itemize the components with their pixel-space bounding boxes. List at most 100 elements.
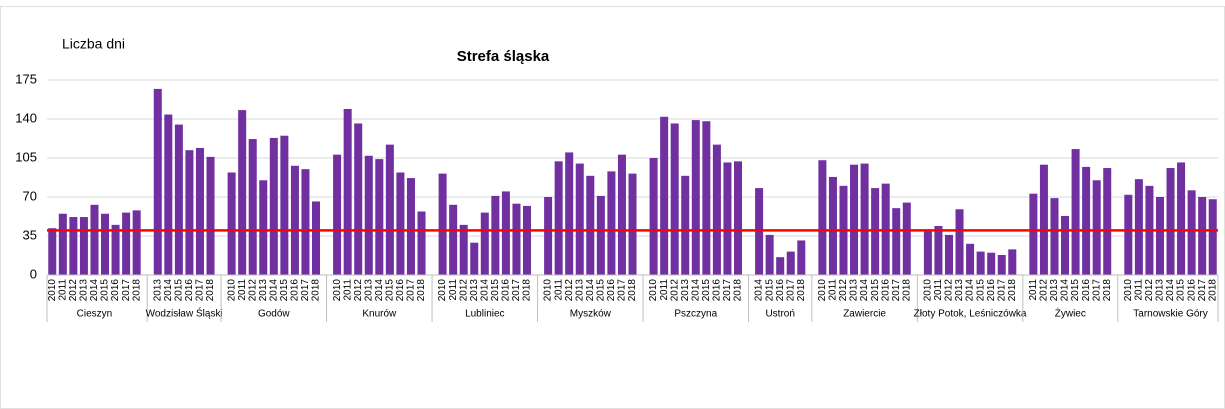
x-tick-label: 2010 xyxy=(437,279,448,302)
bar xyxy=(238,110,247,275)
bar xyxy=(491,195,500,275)
x-tick-label: 2016 xyxy=(501,279,512,302)
x-tick-label: 2010 xyxy=(648,279,659,302)
x-tick-label: 2018 xyxy=(311,279,322,302)
x-tick-label: 2012 xyxy=(1039,279,1050,302)
bar xyxy=(723,162,732,275)
bar xyxy=(406,178,415,275)
y-tick-label: 0 xyxy=(30,266,37,281)
x-tick-label: 2012 xyxy=(458,279,469,302)
x-tick-label: 2015 xyxy=(385,279,396,302)
x-tick-label: 2015 xyxy=(1176,279,1187,302)
bar xyxy=(797,240,806,275)
bar xyxy=(48,228,57,275)
x-tick-label: 2016 xyxy=(1186,279,1197,302)
bar xyxy=(312,201,321,275)
bar xyxy=(459,224,468,275)
bar xyxy=(1103,168,1112,275)
bar xyxy=(69,217,78,275)
x-tick-label: 2018 xyxy=(627,279,638,302)
bar xyxy=(1082,166,1091,275)
bar xyxy=(206,156,215,275)
x-tick-label: 2017 xyxy=(785,279,796,302)
x-tick-label: 2011 xyxy=(1028,279,1039,301)
x-tick-label: 2010 xyxy=(1123,279,1134,302)
x-tick-label: 2010 xyxy=(332,279,343,302)
y-tick-label: 175 xyxy=(15,71,37,86)
x-tick-label: 2014 xyxy=(859,279,870,302)
x-tick-label: 2014 xyxy=(268,279,279,302)
bar xyxy=(333,154,342,275)
bar xyxy=(828,176,837,275)
x-tick-label: 2017 xyxy=(406,279,417,302)
x-tick-label: 2011 xyxy=(828,279,839,301)
x-tick-label: 2014 xyxy=(163,279,174,302)
bar xyxy=(691,120,700,275)
x-tick-label: 2010 xyxy=(923,279,934,302)
bar xyxy=(90,204,99,275)
bar xyxy=(997,254,1006,275)
bar xyxy=(1208,199,1217,275)
y-tick-label: 140 xyxy=(15,110,37,125)
bar xyxy=(934,225,943,275)
bar xyxy=(1071,149,1080,275)
group-label: Złoty Potok, Leśniczówka xyxy=(914,309,1027,320)
x-tick-label: 2015 xyxy=(100,279,111,302)
bar xyxy=(955,209,964,275)
x-tick-label: 2017 xyxy=(300,279,311,302)
x-tick-label: 2012 xyxy=(669,279,680,302)
bar xyxy=(1124,194,1133,275)
bar xyxy=(617,154,626,275)
bar xyxy=(164,114,173,276)
bar xyxy=(1039,164,1048,275)
bar xyxy=(1061,215,1070,275)
bar xyxy=(290,165,299,275)
x-tick-label: 2010 xyxy=(543,279,554,302)
x-tick-label: 2010 xyxy=(47,279,58,302)
x-tick-label: 2016 xyxy=(184,279,195,302)
x-tick-label: 2012 xyxy=(944,279,955,302)
group-label: Knurów xyxy=(362,309,397,320)
bar xyxy=(596,195,605,275)
x-tick-label: 2018 xyxy=(522,279,533,302)
group-label: Lubliniec xyxy=(465,309,504,320)
x-tick-label: 2013 xyxy=(1155,279,1166,302)
x-tick-label: 2011 xyxy=(237,279,248,301)
bar xyxy=(776,257,785,275)
x-tick-label: 2015 xyxy=(490,279,501,302)
bar xyxy=(259,180,268,275)
x-tick-label: 2018 xyxy=(131,279,142,302)
x-tick-label: 2018 xyxy=(1102,279,1113,302)
x-tick-label: 2017 xyxy=(195,279,206,302)
bar xyxy=(185,150,194,275)
x-tick-label: 2017 xyxy=(1091,279,1102,302)
bar xyxy=(396,172,405,275)
x-tick-label: 2012 xyxy=(68,279,79,302)
x-tick-label: 2013 xyxy=(849,279,860,302)
x-tick-label: 2018 xyxy=(733,279,744,302)
bar xyxy=(470,242,479,275)
x-tick-label: 2013 xyxy=(954,279,965,302)
bar xyxy=(966,243,975,275)
bar xyxy=(280,135,289,275)
x-tick-label: 2015 xyxy=(975,279,986,302)
bar xyxy=(681,175,690,275)
group-label: Zawiercie xyxy=(843,309,886,320)
bar xyxy=(227,172,236,275)
x-tick-label: 2014 xyxy=(479,279,490,302)
bar xyxy=(1092,180,1101,275)
bar xyxy=(1155,197,1164,275)
bar xyxy=(987,252,996,275)
x-tick-label: 2011 xyxy=(1134,279,1145,301)
bar xyxy=(512,203,521,275)
bar xyxy=(101,213,110,275)
bar xyxy=(122,212,131,275)
bar xyxy=(343,108,352,275)
bar xyxy=(385,144,394,275)
x-tick-label: 2012 xyxy=(247,279,258,302)
x-tick-label: 2015 xyxy=(701,279,712,302)
bar xyxy=(586,175,595,275)
bar xyxy=(522,205,532,275)
x-tick-label: 2011 xyxy=(342,279,353,301)
